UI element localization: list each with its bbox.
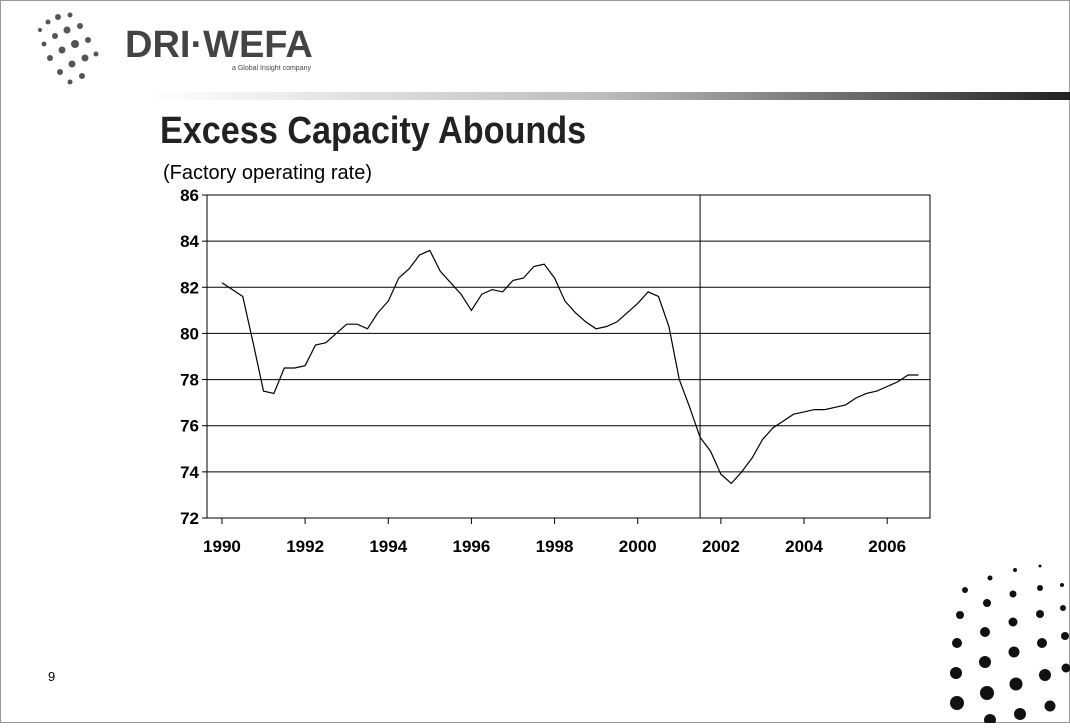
logo-tagline: a Global Insight company [232,65,311,72]
x-tick-label: 2000 [619,537,657,556]
x-tick-label: 2002 [702,537,740,556]
logo-globe [38,13,99,85]
y-tick-label: 80 [180,324,199,343]
plot-frame [207,195,930,518]
corner-dots [950,565,1070,724]
x-tick-label: 1998 [536,537,574,556]
chart-subtitle: (Factory operating rate) [163,162,372,184]
y-tick-label: 72 [180,509,199,528]
x-tick-label: 2004 [785,537,823,556]
plot: 72 74 76 78 80 82 84 86 1990 1992 1994 1996 1998 2000… [180,186,930,556]
page-number: 9 [48,669,55,684]
y-tick-label: 76 [180,417,199,436]
y-tick-label: 82 [180,278,199,297]
x-tick-label: 1990 [203,537,241,556]
x-tick-label: 1994 [369,537,407,556]
x-tick-label: 1992 [286,537,324,556]
chart-title: Excess Capacity Abounds [160,108,586,151]
logo-text: DRI·WEFA [125,24,313,66]
y-tick-label: 86 [180,186,199,205]
x-tick-label: 1996 [453,537,491,556]
x-tick-label: 2006 [868,537,906,556]
y-tick-label: 74 [180,463,199,482]
y-tick-label: 84 [180,232,199,251]
y-tick-label: 78 [180,371,199,390]
header-rule [150,92,1070,100]
